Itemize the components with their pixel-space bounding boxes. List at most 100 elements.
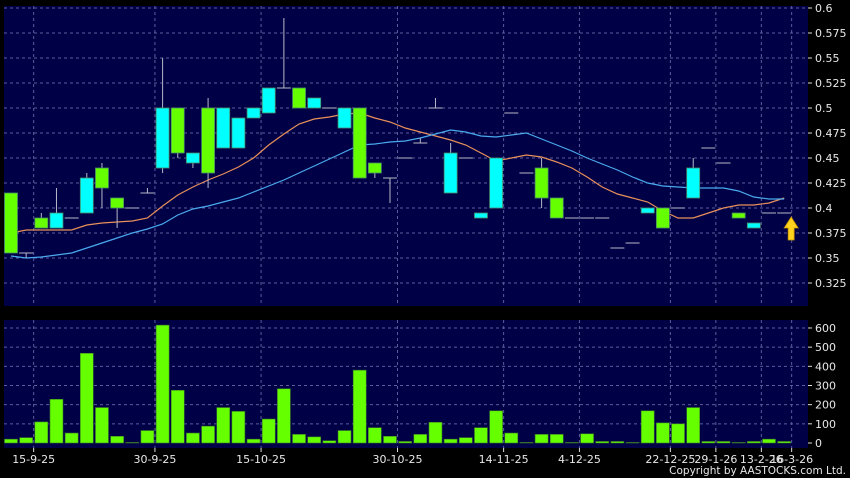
price-tick-label: 0.35 [815, 252, 840, 265]
price-tick-label: 0.575 [815, 27, 847, 40]
candle [216, 107, 231, 149]
candle-body-up [746, 222, 761, 229]
candle-body-up [246, 107, 261, 119]
candle [79, 173, 94, 214]
candle-body-down [352, 107, 367, 179]
up-arrow-icon [783, 216, 799, 241]
candle [140, 188, 155, 194]
volume-bar [549, 434, 564, 444]
volume-bar [519, 442, 534, 444]
candle [413, 138, 428, 144]
copyright-text: Copyright by AASTOCKS.com Ltd. [669, 465, 846, 477]
volume-bar [671, 423, 685, 444]
volume-bar [716, 441, 731, 444]
volume-bar [201, 425, 215, 444]
candle [443, 143, 458, 194]
x-tick-label: 22-12-25 [645, 453, 695, 466]
candle-body-up [261, 87, 276, 114]
volume-bar [534, 434, 549, 444]
candle [292, 87, 306, 109]
volume-bar [322, 440, 337, 444]
volume-bar [504, 432, 519, 444]
ma-long-line [10, 129, 785, 259]
candle-body-down [170, 107, 185, 154]
candle [428, 98, 443, 109]
volume-bar [307, 436, 322, 444]
candle-body-down [549, 197, 564, 219]
volume-bar [155, 324, 170, 444]
candle-body-down [4, 192, 18, 254]
volume-bar [443, 438, 458, 444]
price-tick-label: 0.6 [815, 2, 833, 15]
volume-bar [747, 441, 761, 444]
candle-body-up [79, 177, 94, 214]
volume-bar [731, 442, 746, 444]
price-tick-label: 0.45 [815, 152, 840, 165]
candle-body-down [95, 167, 109, 189]
volume-tick-label: 400 [815, 360, 836, 373]
volume-bar [610, 441, 625, 444]
volume-bar [170, 389, 185, 444]
x-tick-label: 14-11-25 [479, 453, 529, 466]
price-panel [4, 6, 808, 306]
volume-bar [110, 435, 124, 444]
volume-bar [474, 427, 488, 444]
volume-tick-label: 600 [815, 322, 836, 335]
volume-bar [777, 441, 791, 444]
candle [640, 207, 655, 214]
volume-bar [95, 407, 109, 444]
candle-body-up [474, 212, 488, 219]
x-tick-label: 30-10-25 [373, 453, 423, 466]
volume-bar [383, 435, 397, 444]
axis-labels: 0.325 0.35 0.375 0.4 0.425 0.45 0.475 0.5 0.525 0… [12, 2, 846, 466]
candle-body-down [201, 107, 215, 174]
volume-tick-label: 200 [815, 399, 836, 412]
price-tick-label: 0.325 [815, 277, 847, 290]
candle [383, 177, 397, 203]
ma-short-line [10, 112, 785, 234]
volume-bar [140, 430, 155, 444]
volume-bars [4, 324, 791, 444]
candle [201, 98, 215, 188]
moving-averages [10, 112, 785, 259]
volume-tick-label: 100 [815, 418, 836, 431]
candle [337, 107, 352, 129]
price-tick-label: 0.55 [815, 52, 840, 65]
candle [231, 117, 246, 149]
candle [34, 213, 49, 229]
x-tick-label: 4-12-25 [558, 453, 601, 466]
candle-body-down [367, 162, 382, 174]
candle-body-down [534, 167, 549, 199]
volume-bar [261, 418, 276, 444]
candle [170, 107, 185, 158]
candle-body-up [489, 157, 504, 209]
x-tick-label: 16-3-26 [770, 453, 813, 466]
candle [246, 107, 261, 119]
candle [731, 212, 746, 219]
volume-bar [4, 438, 18, 444]
candle [489, 157, 504, 209]
price-tick-label: 0.4 [815, 202, 833, 215]
candle [686, 158, 701, 199]
candle [19, 252, 34, 258]
volume-bar [413, 434, 428, 444]
volume-bar [368, 427, 382, 444]
price-tick-label: 0.425 [815, 177, 847, 190]
up-arrow-shape [783, 216, 799, 241]
candle [307, 97, 322, 109]
candle-body-down [731, 212, 746, 219]
volume-bar [640, 410, 655, 444]
price-tick-label: 0.525 [815, 77, 847, 90]
candle-body-down [110, 197, 125, 209]
x-tick-label: 13-2-26 [740, 453, 783, 466]
candle-body-up [307, 97, 322, 109]
candle [110, 197, 125, 228]
volume-bar [49, 398, 64, 444]
volume-bar [686, 407, 701, 444]
volume-bar [489, 410, 503, 444]
volume-bar [352, 369, 367, 444]
x-tick-label: 29-1-26 [694, 453, 737, 466]
candle-body-up [231, 117, 246, 149]
volume-bar [398, 441, 412, 444]
